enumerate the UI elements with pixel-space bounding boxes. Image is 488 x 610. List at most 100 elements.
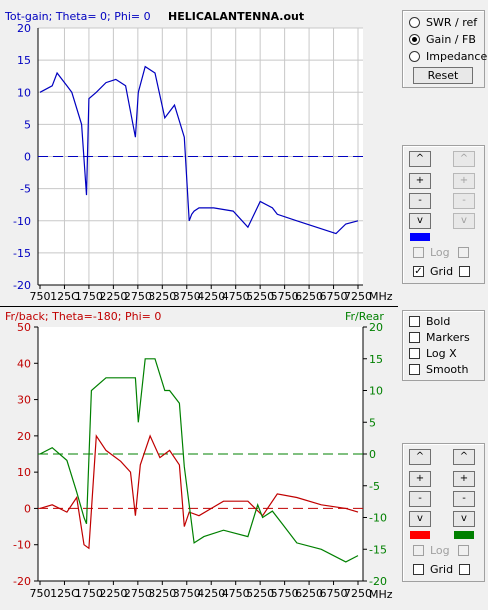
bottom-right-tick-label: 0 (369, 448, 376, 461)
smooth-checkbox[interactable] (409, 364, 420, 375)
top-grid-row: ✓ Grid (413, 264, 476, 279)
impedance-radio[interactable]: Impedance (409, 48, 487, 64)
top-x-tick-label: 3750 (173, 290, 201, 303)
top-left-minus-button[interactable]: - (409, 193, 431, 209)
top-x-tick-label: 6250 (295, 290, 323, 303)
top-chart: 20 15 10 5 0 -5 -10 -15 -20 750 125C 1750 2250 2750 3… (0, 0, 398, 306)
bottom-right-tick-label: -15 (369, 543, 387, 556)
top-y-tick-label: 0 (24, 151, 31, 164)
top-x-tick-label: 2250 (99, 290, 127, 303)
top-y-tick-label: -10 (13, 215, 31, 228)
top-right-grid-checkbox[interactable] (459, 266, 471, 277)
bottom-chart: 50 40 30 20 10 0 -10 -20 20 15 10 5 0 -5 -10 -15 -20 75… (0, 307, 398, 607)
top-left-down-button[interactable]: v (409, 213, 431, 229)
top-left-color-swatch[interactable] (410, 233, 430, 241)
bottom-x-tick-label: 2250 (99, 587, 127, 600)
bottom-right-tick-label: 15 (369, 353, 383, 366)
bottom-log-row: Log (413, 543, 475, 558)
top-y-tick-label: 20 (17, 22, 31, 35)
bottom-left-tick-label: 20 (17, 430, 31, 443)
top-left-title: Tot-gain; Theta= 0; Phi= 0 (4, 10, 151, 23)
bottom-left-up-button[interactable]: ^ (409, 449, 431, 465)
reset-button[interactable]: Reset (413, 67, 473, 84)
top-x-tick-label: 2750 (124, 290, 152, 303)
top-y-tick-label: -15 (13, 247, 31, 260)
logx-label: Log X (426, 347, 457, 360)
gain-radio[interactable]: Gain / FB (409, 31, 476, 47)
bottom-x-tick-label: 4250 (197, 587, 225, 600)
bottom-left-plus-button[interactable]: + (409, 471, 431, 487)
gain-label: Gain / FB (426, 32, 476, 46)
bottom-right-down-button[interactable]: v (453, 511, 475, 527)
bottom-right-minus-button[interactable]: - (453, 491, 475, 507)
display-options-panel: Bold Markers Log X Smooth (402, 310, 485, 381)
bottom-fr-rear-series-line (39, 358, 359, 563)
impedance-radio-button[interactable] (409, 50, 420, 62)
bottom-log-checkbox[interactable] (413, 545, 424, 556)
top-log-row: Log (413, 245, 475, 260)
bottom-right-tick-label: 20 (369, 321, 383, 334)
top-x-tick-label: 125C (50, 290, 79, 303)
bottom-right-plus-button[interactable]: + (453, 471, 475, 487)
top-gain-series-line (39, 65, 359, 235)
markers-label: Markers (426, 331, 470, 344)
top-log-checkbox[interactable] (413, 247, 424, 258)
bottom-scale-panel: ^ ^ + + - - v v Log Grid (402, 443, 485, 582)
bottom-x-tick-label: 7250 (344, 587, 372, 600)
bottom-right-up-button[interactable]: ^ (453, 449, 475, 465)
impedance-label: Impedance (426, 49, 488, 63)
bottom-x-tick-label: 6750 (320, 587, 348, 600)
bottom-right-tick-label: -10 (369, 512, 387, 525)
top-x-tick-label: 5750 (271, 290, 299, 303)
bottom-x-unit: MHz (369, 588, 393, 601)
bottom-right-title: Fr/Rear (345, 310, 384, 323)
bottom-left-color-swatch[interactable] (410, 531, 430, 539)
bottom-left-tick-label: 0 (24, 502, 31, 515)
swr-radio-button[interactable] (409, 16, 420, 28)
top-right-minus-button[interactable]: - (453, 193, 475, 209)
bottom-x-tick-label: 2750 (124, 587, 152, 600)
bottom-right-color-swatch[interactable] (454, 531, 474, 539)
bold-label: Bold (426, 315, 451, 328)
bottom-right-tick-label: 10 (369, 385, 383, 398)
bottom-left-tick-label: 40 (17, 357, 31, 370)
bottom-left-tick-label: 30 (17, 394, 31, 407)
top-x-tick-label: 1750 (75, 290, 103, 303)
top-y-tick-label: 15 (17, 54, 31, 67)
top-x-unit: MHz (369, 290, 393, 303)
bottom-x-tick-label: 3750 (173, 587, 201, 600)
logx-checkbox[interactable] (409, 348, 420, 359)
top-right-down-button[interactable]: v (453, 213, 475, 229)
top-y-tick-label: 5 (24, 118, 31, 131)
top-right-up-button[interactable]: ^ (453, 151, 475, 167)
bottom-left-minus-button[interactable]: - (409, 491, 431, 507)
bold-checkbox[interactable] (409, 316, 420, 327)
bottom-grid-label: Grid (430, 563, 454, 576)
markers-checkbox[interactable] (409, 332, 420, 343)
bottom-right-log-checkbox[interactable] (457, 545, 469, 556)
top-right-plus-button[interactable]: + (453, 173, 475, 189)
swr-label: SWR / ref (426, 15, 478, 29)
bottom-x-tick-label: 4750 (222, 587, 250, 600)
top-x-tick-label: 4250 (197, 290, 225, 303)
top-y-tick-label: -20 (13, 279, 31, 292)
bottom-left-down-button[interactable]: v (409, 511, 431, 527)
bottom-right-grid-checkbox[interactable] (459, 564, 471, 575)
logx-row[interactable]: Log X (409, 346, 457, 361)
top-left-plus-button[interactable]: + (409, 173, 431, 189)
bottom-grid-checkbox[interactable] (413, 564, 424, 575)
top-y-tick-label: -5 (20, 183, 31, 196)
bold-row[interactable]: Bold (409, 314, 450, 329)
bottom-x-tick-label: 750 (30, 587, 51, 600)
bottom-left-title: Fr/back; Theta=-180; Phi= 0 (5, 310, 161, 323)
bottom-left-tick-label: 50 (17, 321, 31, 334)
swr-radio[interactable]: SWR / ref (409, 14, 477, 30)
gain-radio-button[interactable] (409, 33, 420, 45)
markers-row[interactable]: Markers (409, 330, 470, 345)
top-grid-checkbox[interactable]: ✓ (413, 265, 424, 277)
top-right-log-checkbox[interactable] (457, 247, 469, 258)
smooth-row[interactable]: Smooth (409, 362, 468, 377)
top-left-up-button[interactable]: ^ (409, 151, 431, 167)
